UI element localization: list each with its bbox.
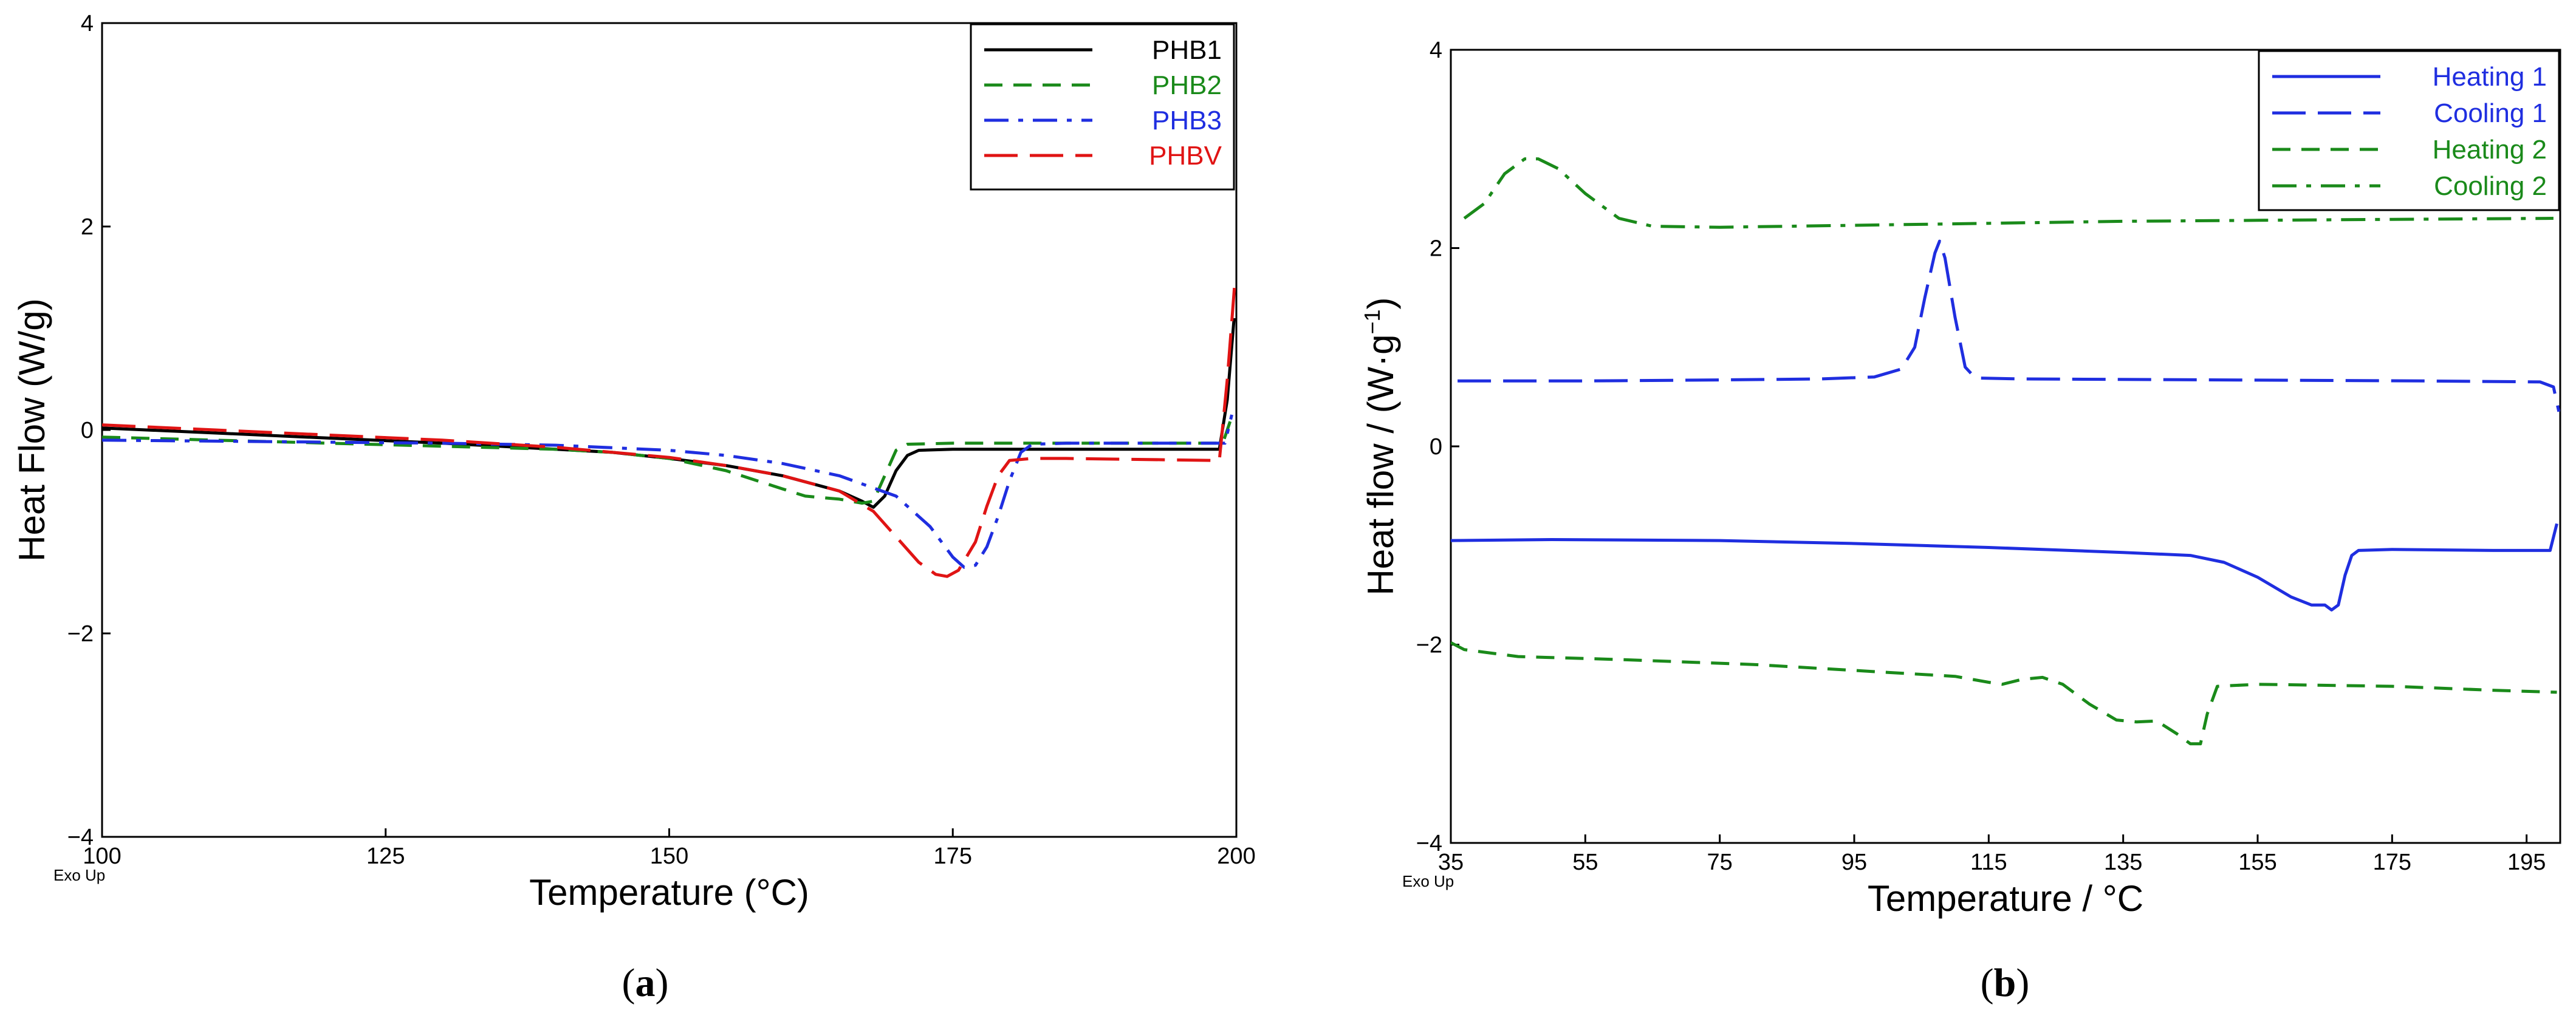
y-tick-label: −2 [67,621,94,647]
x-axis-label: Temperature (°C) [529,872,809,913]
y-tick-label: 4 [81,11,94,36]
legend-box [970,23,1235,191]
x-tick-label: 175 [2373,850,2411,875]
exo-up-note: Exo Up [1402,872,1454,890]
x-tick-label: 175 [934,844,972,869]
legend-label: Cooling 2 [2434,171,2547,201]
panel-b: 35 55 75 95 115 135 155 175 195 −4 −2 0 2 4 Exo Up Temp… [1360,38,2561,1005]
x-tick-label: 195 [2507,850,2546,875]
x-tick-label: 150 [650,844,688,869]
legend-label: PHB1 [1152,35,1222,65]
series-line-heating-1 [1451,523,2558,612]
y-tick-label: 2 [1430,236,1442,262]
legend-label: Heating 1 [2433,62,2547,92]
series-line-phb2 [102,419,1233,505]
y-tick-label: −4 [67,825,94,850]
series-line-phb3 [102,414,1233,569]
legend: Heating 1 Cooling 1 Heating 2 Cooling 2 [2258,50,2560,211]
y-tick-label: 0 [1430,434,1442,460]
panel-caption: (a) [622,961,669,1005]
x-tick-label: 100 [83,844,121,869]
series-line-cooling-1 [1458,239,2560,412]
legend-label: PHB2 [1152,70,1222,100]
legend-label: PHB3 [1152,106,1222,135]
legend-label: Cooling 1 [2434,98,2547,128]
x-tick-label: 155 [2238,850,2276,875]
series-line-heating-2 [1451,641,2557,746]
legend-label: PHBV [1149,141,1222,171]
y-axis-label: Heat flow / (W·g−1) [1360,297,1401,595]
x-tick-label: 55 [1572,850,1598,875]
x-tick-label: 200 [1217,844,1255,869]
y-tick-label: 4 [1430,38,1442,63]
panel-caption-letter: a [635,961,656,1005]
x-axis-label: Temperature / °C [1868,878,2143,919]
x-tick-label: 35 [1438,850,1464,875]
y-axis-label-end: ) [1360,297,1401,309]
series-group [1451,157,2560,746]
y-tick-label: 2 [81,214,94,240]
series-line-cooling-2 [1463,157,2554,229]
legend: PHB1 PHB2 PHB3 PHBV [970,23,1235,191]
series-group [102,277,1236,578]
x-tick-label: 135 [2104,850,2142,875]
panel-caption-letter: b [1994,961,2016,1005]
panel-caption: (b) [1981,961,2030,1005]
y-axis-label-superscript: −1 [1360,309,1385,334]
y-axis-label: Heat Flow (W/g) [12,298,52,561]
x-tick-label: 125 [366,844,405,869]
legend-label: Heating 2 [2433,135,2547,165]
x-tick-label: 75 [1707,850,1733,875]
y-tick-label: 0 [81,418,94,443]
exo-up-note: Exo Up [53,866,105,884]
series-line-phb1 [102,318,1236,509]
y-tick-label: −4 [1416,831,1442,856]
x-tick-label: 95 [1841,850,1867,875]
y-tick-label: −2 [1416,633,1442,658]
panel-a: 100 125 150 175 200 −4 −2 0 2 4 Exo Up Temperature … [12,11,1256,1005]
x-tick-label: 115 [1970,850,2007,875]
series-line-phbv [102,277,1236,578]
y-axis-label-main: Heat flow / (W·g [1360,334,1401,595]
